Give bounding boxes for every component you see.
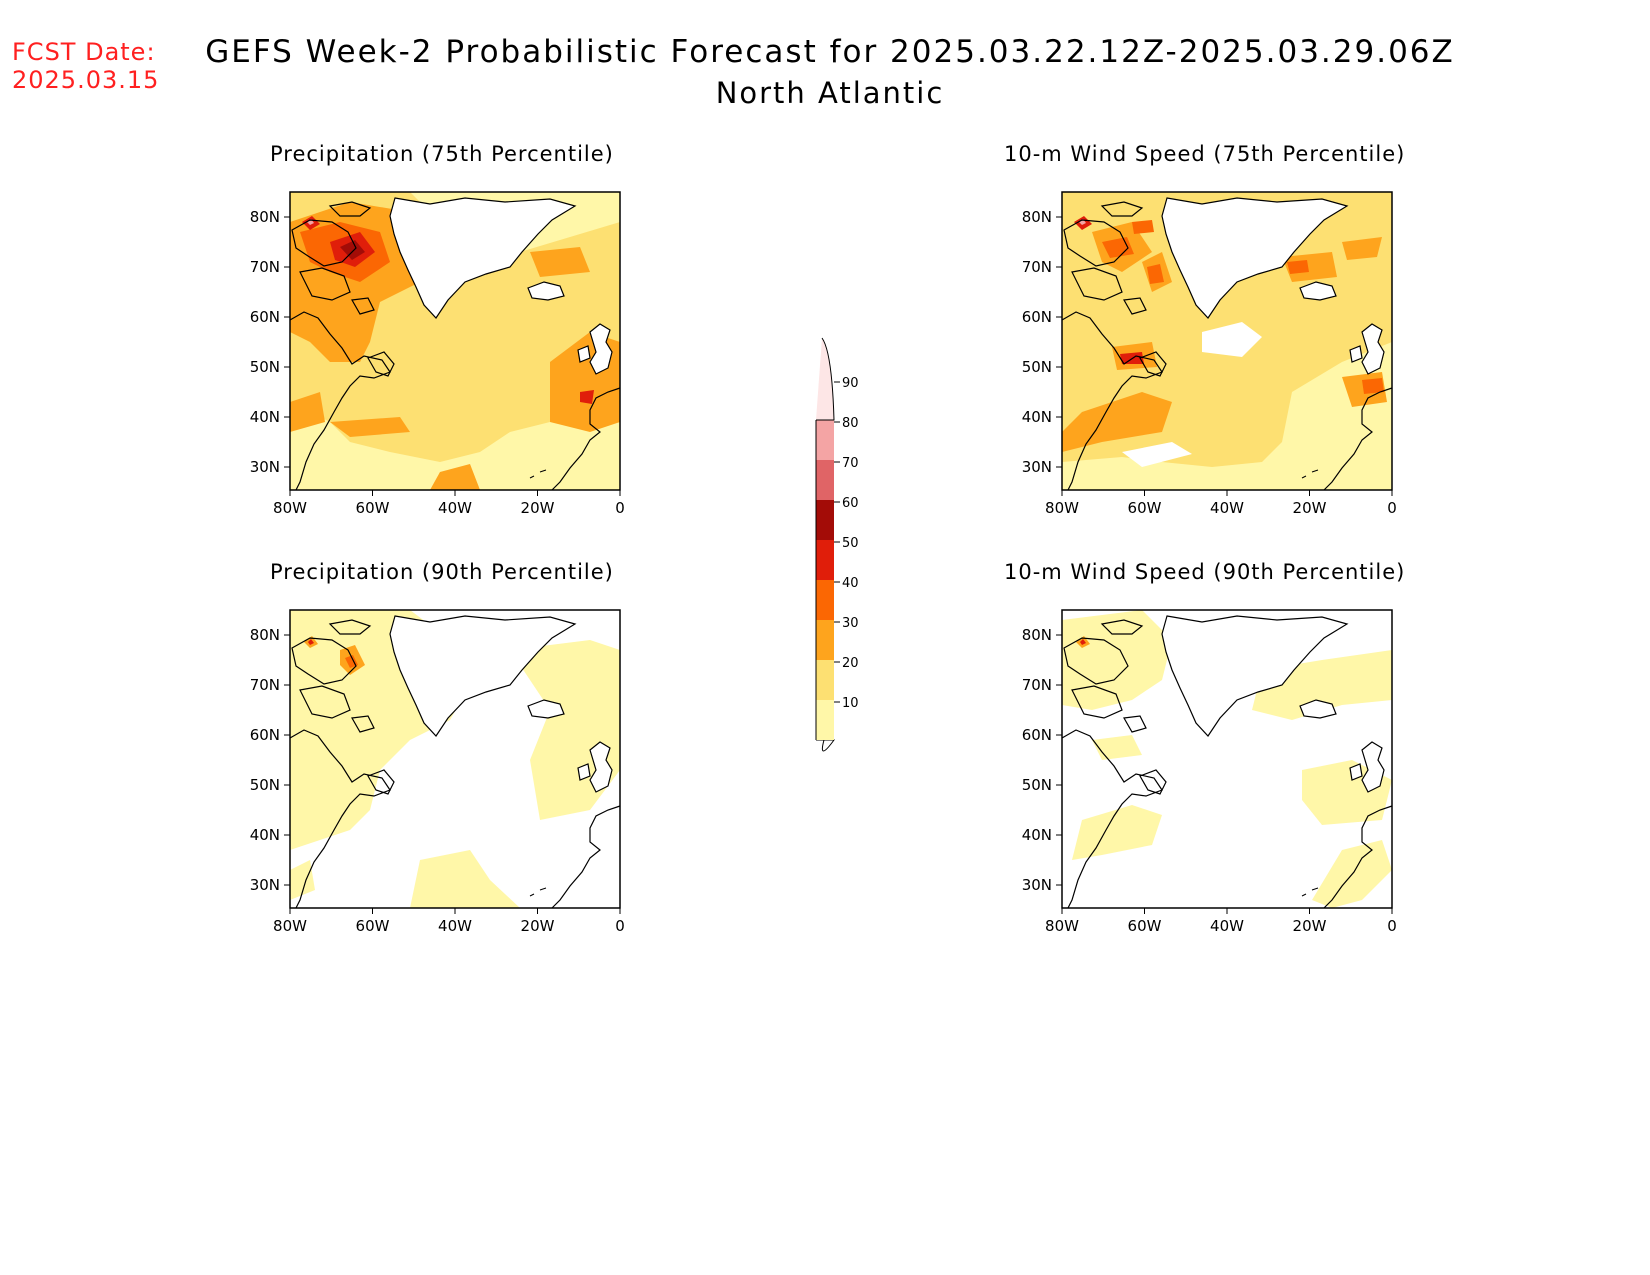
lon-tick-label: 0 xyxy=(1387,499,1397,517)
lat-tick-label: 50N xyxy=(1022,776,1052,794)
colorbar-label: 80 xyxy=(842,416,859,431)
colorbar-label: 90 xyxy=(842,376,859,391)
colorbar-band xyxy=(816,540,834,580)
forecast-date-label: FCST Date: xyxy=(12,38,156,66)
lat-tick-label: 70N xyxy=(1022,676,1052,694)
lat-tick-label: 60N xyxy=(250,308,280,326)
lon-tick-label: 0 xyxy=(615,499,625,517)
panel-precip-90 xyxy=(289,609,621,909)
panel-wind-75 xyxy=(1061,191,1393,491)
lat-tick-label: 40N xyxy=(250,826,280,844)
colorbar-high-cap xyxy=(816,337,835,421)
colorbar-label: 30 xyxy=(842,616,859,631)
colorbar-label: 60 xyxy=(842,496,859,511)
lon-tick-label: 20W xyxy=(521,917,555,935)
lat-tick-label: 80N xyxy=(1022,626,1052,644)
lat-tick-label: 80N xyxy=(250,626,280,644)
lat-tick-label: 70N xyxy=(250,676,280,694)
lat-tick-label: 40N xyxy=(250,408,280,426)
colorbar-label: 40 xyxy=(842,576,859,591)
colorbar-band xyxy=(816,460,834,500)
colorbar-label: 20 xyxy=(842,656,859,671)
colorbar-label: 50 xyxy=(842,536,859,551)
axis-ticks: 80N 70N 60N 50N 40N 30N 80W 60W 40W 20W 0 80N 70N 60N… xyxy=(250,208,1397,935)
lon-tick-label: 80W xyxy=(273,917,307,935)
lat-tick-label: 60N xyxy=(250,726,280,744)
lon-tick-label: 20W xyxy=(1293,499,1327,517)
colorbar-band xyxy=(816,700,834,740)
lon-tick-label: 40W xyxy=(438,917,472,935)
lon-tick-label: 80W xyxy=(1045,917,1079,935)
lon-tick-label: 40W xyxy=(1210,499,1244,517)
page-title: GEFS Week-2 Probabilistic Forecast for 2… xyxy=(205,34,1455,70)
colorbar-label: 70 xyxy=(842,456,859,471)
colorbar-band xyxy=(816,620,834,660)
lon-tick-label: 60W xyxy=(356,917,390,935)
panel-precip-75 xyxy=(289,191,621,491)
lon-tick-label: 0 xyxy=(1387,917,1397,935)
forecast-date-value: 2025.03.15 xyxy=(12,66,160,94)
region-subtitle: North Atlantic xyxy=(715,76,945,110)
colorbar: 10 20 30 40 50 60 70 80 90 xyxy=(815,337,859,752)
lat-tick-label: 30N xyxy=(1022,458,1052,476)
lat-tick-label: 30N xyxy=(250,876,280,894)
colorbar-band xyxy=(816,660,834,700)
panel-title-precip-75: Precipitation (75th Percentile) xyxy=(270,142,614,166)
panel-title-wind-90: 10-m Wind Speed (90th Percentile) xyxy=(1004,560,1406,584)
lat-tick-label: 80N xyxy=(1022,208,1052,226)
lat-tick-label: 30N xyxy=(250,458,280,476)
panel-title-wind-75: 10-m Wind Speed (75th Percentile) xyxy=(1004,142,1406,166)
lat-tick-label: 70N xyxy=(250,258,280,276)
lon-tick-label: 40W xyxy=(438,499,472,517)
lon-tick-label: 20W xyxy=(1293,917,1327,935)
lon-tick-label: 80W xyxy=(273,499,307,517)
lon-tick-label: 80W xyxy=(1045,499,1079,517)
colorbar-low-cap xyxy=(816,739,835,752)
lat-tick-label: 50N xyxy=(1022,358,1052,376)
lat-tick-label: 70N xyxy=(1022,258,1052,276)
lon-tick-label: 60W xyxy=(356,499,390,517)
panel-wind-90 xyxy=(1061,609,1393,909)
colorbar-band xyxy=(816,580,834,620)
colorbar-label: 10 xyxy=(842,696,859,711)
forecast-date-block: FCST Date: 2025.03.15 xyxy=(12,38,159,94)
lat-tick-label: 50N xyxy=(250,358,280,376)
lat-tick-label: 40N xyxy=(1022,826,1052,844)
lon-tick-label: 60W xyxy=(1128,499,1162,517)
lat-tick-label: 60N xyxy=(1022,726,1052,744)
lat-tick-label: 40N xyxy=(1022,408,1052,426)
lat-tick-label: 30N xyxy=(1022,876,1052,894)
lat-tick-label: 60N xyxy=(1022,308,1052,326)
colorbar-band xyxy=(816,500,834,540)
lon-tick-label: 60W xyxy=(1128,917,1162,935)
lon-tick-label: 20W xyxy=(521,499,555,517)
lon-tick-label: 0 xyxy=(615,917,625,935)
lat-tick-label: 50N xyxy=(250,776,280,794)
lon-tick-label: 40W xyxy=(1210,917,1244,935)
lat-tick-label: 80N xyxy=(250,208,280,226)
colorbar-band xyxy=(816,420,834,460)
panel-title-precip-90: Precipitation (90th Percentile) xyxy=(270,560,614,584)
